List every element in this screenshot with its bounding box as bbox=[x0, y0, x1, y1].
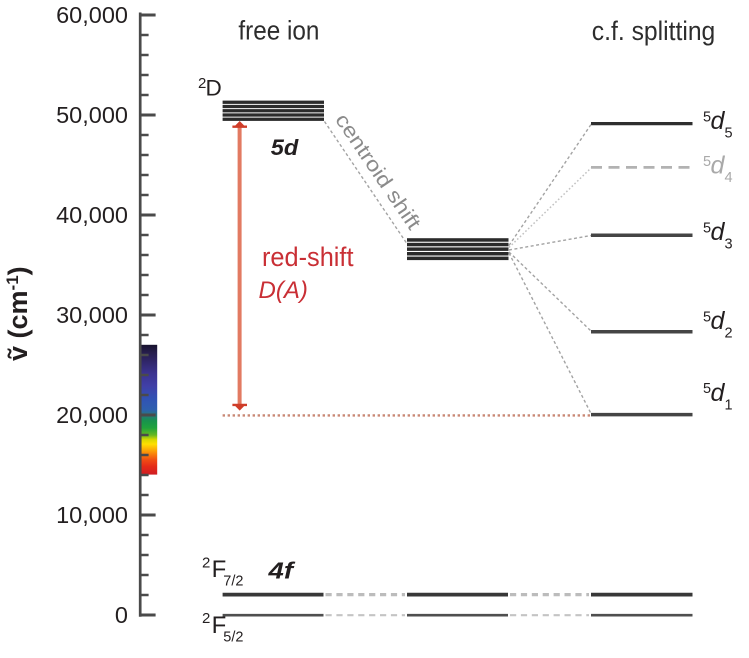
svg-text:c.f. splitting: c.f. splitting bbox=[592, 16, 716, 46]
svg-text:5: 5 bbox=[703, 309, 711, 325]
svg-text:F: F bbox=[212, 612, 227, 639]
svg-text:5/2: 5/2 bbox=[223, 629, 243, 645]
svg-text:5: 5 bbox=[725, 126, 733, 142]
svg-text:2: 2 bbox=[725, 325, 733, 341]
svg-text:3: 3 bbox=[725, 237, 733, 253]
svg-text:d: d bbox=[711, 379, 726, 407]
svg-text:d: d bbox=[711, 218, 726, 246]
svg-text:5: 5 bbox=[703, 109, 711, 125]
svg-text:red-shift: red-shift bbox=[262, 242, 354, 272]
svg-text:5: 5 bbox=[703, 154, 711, 170]
svg-text:4: 4 bbox=[725, 170, 733, 186]
svg-text:30,000: 30,000 bbox=[56, 302, 128, 328]
svg-text:2: 2 bbox=[202, 555, 210, 572]
svg-text:4f: 4f bbox=[267, 557, 295, 583]
svg-text:F: F bbox=[212, 556, 227, 583]
svg-text:D(A): D(A) bbox=[259, 277, 308, 304]
svg-text:5: 5 bbox=[703, 381, 711, 397]
svg-text:20,000: 20,000 bbox=[56, 402, 128, 428]
svg-text:free ion: free ion bbox=[238, 16, 319, 46]
svg-text:5: 5 bbox=[703, 221, 711, 237]
svg-text:d: d bbox=[711, 107, 726, 135]
svg-text:1: 1 bbox=[725, 397, 733, 413]
svg-text:d: d bbox=[711, 307, 726, 335]
svg-text:2: 2 bbox=[198, 75, 206, 92]
svg-text:d: d bbox=[711, 152, 726, 180]
svg-text:7/2: 7/2 bbox=[223, 574, 243, 590]
svg-text:5d: 5d bbox=[271, 135, 300, 160]
svg-text:0: 0 bbox=[115, 602, 128, 628]
svg-text:50,000: 50,000 bbox=[56, 102, 128, 128]
svg-text:10,000: 10,000 bbox=[56, 502, 128, 528]
svg-text:2: 2 bbox=[202, 610, 210, 627]
svg-text:60,000: 60,000 bbox=[56, 2, 128, 28]
svg-text:D: D bbox=[206, 75, 222, 100]
svg-text:40,000: 40,000 bbox=[56, 202, 128, 228]
